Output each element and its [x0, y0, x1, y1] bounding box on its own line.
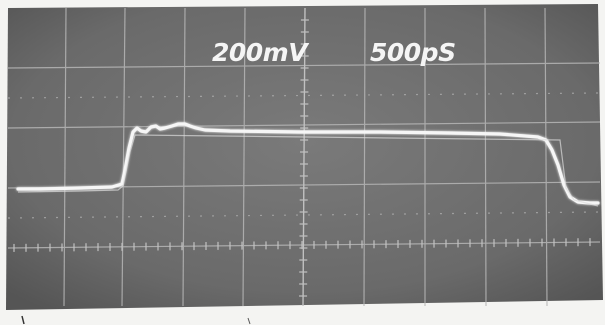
pulse-trace	[16, 122, 600, 205]
graticule-vertical-line	[63, 7, 67, 307]
time-per-div-label: 500pS	[370, 38, 456, 67]
graticule-vertical-line	[242, 7, 246, 307]
graticule-vertical-line	[544, 7, 548, 307]
pulse-trace-bloom	[17, 134, 599, 207]
graticule-dotted-line	[7, 211, 601, 219]
volts-per-div-label: 200mV	[212, 38, 309, 67]
graticule-vertical-line	[182, 7, 186, 307]
center-vertical-axis	[302, 7, 306, 307]
graticule-vertical-line	[484, 7, 487, 307]
graticule-vertical-line	[121, 7, 126, 307]
border-mark-left	[21, 315, 25, 325]
graticule-center-axes	[13, 7, 591, 307]
graticule-dotted-line	[7, 92, 601, 99]
border-mark-mid	[247, 317, 251, 325]
graticule-vertical-line	[363, 7, 366, 307]
